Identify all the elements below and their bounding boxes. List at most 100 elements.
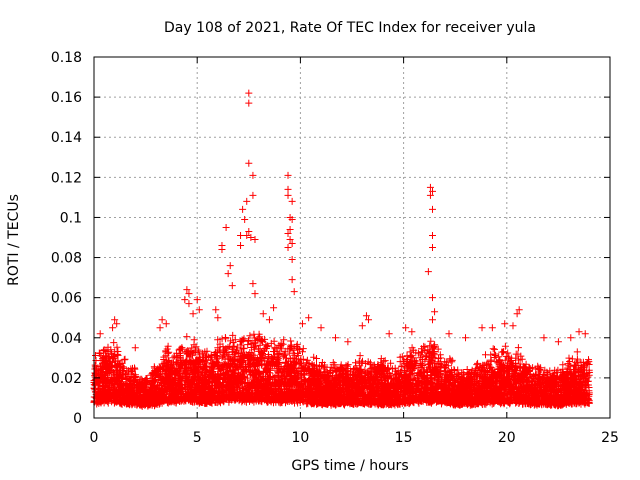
data-point (222, 223, 230, 231)
x-tick-label: 20 (498, 430, 516, 446)
data-point (270, 304, 278, 312)
data-point (183, 286, 191, 294)
data-point (408, 328, 416, 336)
x-tick-label: 15 (395, 430, 413, 446)
data-point (195, 306, 203, 314)
x-tick-label: 10 (291, 430, 309, 446)
data-point (288, 256, 296, 264)
data-point (567, 334, 575, 342)
data-point (365, 316, 373, 324)
data-point (286, 225, 294, 233)
data-point (331, 334, 339, 342)
data-point (288, 197, 296, 205)
y-axis-label: ROTI / TECUs (6, 194, 22, 286)
data-point (478, 324, 486, 332)
y-tick-label: 0 (73, 411, 82, 427)
data-point (218, 246, 226, 254)
y-tick-label: 0.08 (51, 251, 82, 267)
data-point (284, 229, 292, 237)
data-point (111, 316, 119, 324)
data-point (181, 296, 189, 304)
data-point (158, 316, 166, 324)
data-point (162, 320, 170, 328)
data-point (265, 316, 273, 324)
y-tick-label: 0.02 (51, 371, 82, 387)
plot-frame (93, 56, 611, 419)
data-point (228, 282, 236, 290)
y-tick-label: 0.18 (51, 50, 82, 66)
data-point (428, 294, 436, 302)
data-point (284, 244, 292, 252)
data-point (247, 234, 255, 241)
data-point (362, 312, 370, 320)
data-point (251, 236, 259, 244)
data-point (462, 334, 470, 342)
tick-marks (93, 56, 611, 419)
data-point (445, 330, 453, 338)
data-point (428, 205, 436, 213)
data-point (243, 197, 251, 205)
data-point (251, 290, 259, 298)
data-point (243, 231, 251, 239)
data-point (224, 270, 232, 278)
dense-point-cloud (90, 330, 593, 410)
data-point (501, 320, 509, 328)
x-axis-label: GPS time / hours (291, 458, 408, 474)
data-point (298, 320, 306, 328)
data-point (185, 300, 193, 308)
data-point (305, 314, 313, 322)
y-tick-label: 0.04 (51, 331, 82, 347)
y-tick-label: 0.06 (51, 291, 82, 307)
data-point (431, 308, 439, 316)
data-point (288, 215, 296, 223)
data-point (428, 244, 436, 252)
data-point (284, 191, 292, 199)
data-point (185, 290, 193, 298)
data-point (284, 171, 292, 179)
data-point (245, 227, 253, 235)
data-point (317, 324, 325, 332)
data-point (237, 231, 245, 239)
data-point (358, 322, 366, 330)
data-point (249, 280, 257, 288)
data-point (113, 320, 121, 328)
y-tick-labels: 0 0.02 0.04 0.06 0.08 0.1 0.12 0.14 0.16 0.18 (51, 50, 82, 427)
data-point (245, 159, 253, 167)
data-point (241, 215, 249, 223)
data-point (245, 99, 253, 107)
data-point (239, 205, 247, 213)
data-point (554, 338, 562, 346)
x-tick-label: 0 (90, 430, 99, 446)
data-point (237, 242, 245, 250)
data-point (426, 183, 434, 191)
x-tick-labels: 0 5 10 15 20 25 (90, 430, 619, 446)
data-point (286, 236, 294, 244)
data-point (131, 344, 139, 352)
data-point (424, 268, 432, 276)
data-point (428, 187, 436, 195)
data-point (426, 191, 434, 199)
data-point (189, 310, 197, 318)
data-point (402, 324, 410, 332)
data-point (96, 330, 104, 338)
y-tick-label: 0.12 (51, 170, 82, 186)
data-point (214, 314, 222, 322)
data-point (249, 191, 257, 199)
data-point (288, 240, 296, 248)
data-point (212, 306, 220, 314)
y-tick-label: 0.16 (51, 90, 82, 106)
data-point (245, 89, 253, 97)
data-point (428, 316, 436, 324)
chart-title: Day 108 of 2021, Rate Of TEC Index for r… (164, 20, 536, 36)
data-point (109, 324, 117, 332)
data-point (288, 276, 296, 284)
data-point (290, 288, 298, 296)
data-point (259, 310, 267, 318)
data-point (193, 296, 201, 304)
data-point (540, 334, 548, 342)
data-point (581, 330, 589, 338)
x-tick-label: 5 (193, 430, 202, 446)
data-point (226, 262, 234, 270)
y-tick-label: 0.14 (51, 130, 82, 146)
